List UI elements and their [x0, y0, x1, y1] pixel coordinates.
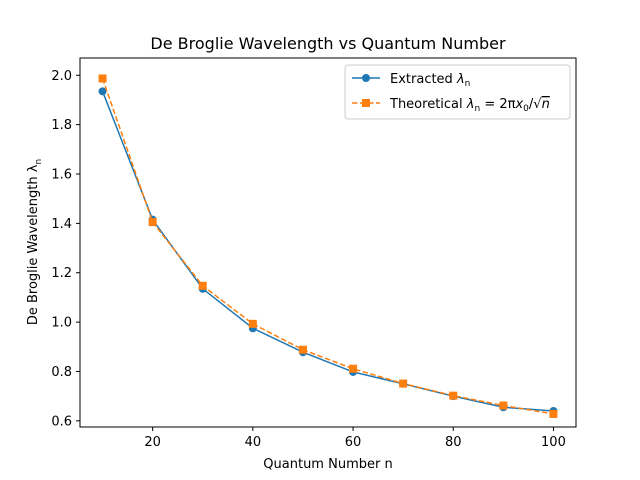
y-tick-label: 1.0	[51, 316, 72, 331]
data-point-theoretical	[399, 379, 408, 388]
chart-title: De Broglie Wavelength vs Quantum Number	[150, 34, 506, 53]
x-axis: 20 40 60 80 100	[144, 427, 566, 450]
data-point-theoretical	[499, 401, 508, 410]
legend-theoretical-equals: = 2π	[480, 97, 515, 112]
x-tick-label: 40	[245, 435, 262, 450]
legend-theoretical-marker	[362, 99, 370, 107]
y-tick-label: 1.4	[51, 217, 72, 232]
y-tick-label: 2.0	[51, 69, 72, 84]
axes-frame	[79, 57, 577, 428]
legend-theoretical-x: x	[514, 97, 523, 112]
data-point-theoretical	[349, 364, 358, 373]
series-line-theoretical	[101, 78, 554, 415]
data-point-theoretical	[148, 218, 157, 227]
data-point-theoretical	[248, 319, 257, 328]
y-tick-label: 1.2	[51, 266, 72, 281]
legend-theoretical-sub-n: n	[474, 104, 480, 114]
y-tick-label: 0.8	[51, 365, 72, 380]
x-tick-label: 60	[345, 435, 362, 450]
legend-extracted-symbol: λ	[456, 72, 465, 87]
x-tick-label: 80	[445, 435, 462, 450]
y-axis: 0.6 0.8 1.0 1.2 1.4 1.6 1.8 2.0	[51, 69, 80, 429]
y-axis-label-main: De Broglie Wavelength λ	[26, 164, 41, 325]
legend-theoretical-symbol: λ	[466, 97, 475, 112]
data-point-theoretical	[449, 391, 458, 400]
x-tick-label: 20	[144, 435, 161, 450]
x-tick-label: 100	[541, 435, 566, 450]
data-point-extracted	[98, 87, 107, 96]
legend-theoretical-label: Theoretical λn = 2πx0/√n	[389, 97, 550, 114]
legend-theoretical-sqrt: /√	[529, 97, 542, 112]
legend-extracted-label: Extracted λn	[390, 72, 470, 89]
y-tick-label: 0.6	[51, 414, 72, 429]
legend-extracted-subscript: n	[465, 79, 471, 89]
y-tick-label: 1.8	[51, 118, 72, 133]
legend-theoretical-sub-0: 0	[523, 104, 529, 114]
legend: Extracted λn Theoretical λn = 2πx0/√n	[344, 64, 571, 120]
y-tick-label: 1.6	[51, 168, 72, 183]
series-layer	[98, 74, 558, 418]
legend-extracted-prefix: Extracted	[390, 72, 457, 87]
data-point-theoretical	[549, 409, 558, 418]
data-point-theoretical	[98, 74, 107, 83]
legend-theoretical-n: n	[542, 97, 550, 112]
legend-theoretical-prefix: Theoretical	[389, 97, 467, 112]
x-axis-label: Quantum Number n	[263, 457, 392, 472]
data-point-theoretical	[198, 281, 207, 290]
y-axis-label-subscript: n	[34, 159, 44, 165]
legend-box	[344, 64, 571, 120]
y-axis-label: De Broglie Wavelength λn	[26, 159, 44, 325]
data-point-theoretical	[298, 345, 307, 354]
legend-extracted-marker	[362, 74, 370, 82]
